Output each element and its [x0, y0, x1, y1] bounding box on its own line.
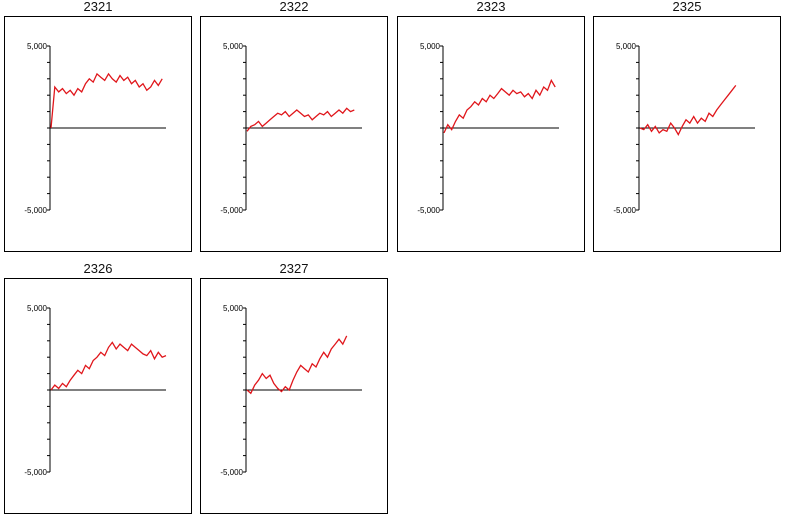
y-tick-label: -5,000	[220, 468, 243, 477]
y-tick-label: 5,000	[27, 304, 48, 313]
panel-2326: 2326 5,000 -5,000	[4, 261, 192, 514]
line-chart: 5,000 -5,000	[593, 16, 781, 252]
plot-frame	[200, 16, 388, 252]
line-chart: 5,000 -5,000	[4, 16, 192, 252]
chart-title: 2323	[476, 0, 506, 14]
plot-frame	[593, 16, 781, 252]
y-tick-label: 5,000	[420, 42, 441, 51]
chart-title: 2322	[279, 0, 309, 14]
y-tick-label: -5,000	[613, 206, 636, 215]
plot-frame	[4, 278, 192, 514]
y-tick-label: 5,000	[616, 42, 637, 51]
y-tick-label: 5,000	[27, 42, 48, 51]
line-chart: 5,000 -5,000	[200, 16, 388, 252]
chart-title: 2321	[83, 0, 113, 14]
y-tick-label: -5,000	[24, 206, 47, 215]
line-chart: 5,000 -5,000	[200, 278, 388, 514]
chart-title: 2325	[672, 0, 702, 14]
panel-2322: 2322 5,000 -5,000	[200, 0, 388, 252]
panel-2323: 2323 5,000 -5,000	[397, 0, 585, 252]
y-tick-label: 5,000	[223, 304, 244, 313]
y-tick-label: -5,000	[417, 206, 440, 215]
plot-frame	[200, 278, 388, 514]
series-line	[443, 78, 556, 134]
y-tick-label: -5,000	[220, 206, 243, 215]
plot-frame	[397, 16, 585, 252]
line-chart: 5,000 -5,000	[397, 16, 585, 252]
series-line	[50, 72, 163, 129]
series-line	[246, 335, 348, 395]
panel-2321: 2321 5,000 -5,000	[4, 0, 192, 252]
line-chart: 5,000 -5,000	[4, 278, 192, 514]
series-line	[246, 107, 355, 132]
plot-frame	[4, 16, 192, 252]
y-tick-label: 5,000	[223, 42, 244, 51]
chart-title: 2326	[83, 261, 113, 276]
y-tick-label: -5,000	[24, 468, 47, 477]
panel-2325: 2325 5,000 -5,000	[593, 0, 781, 252]
series-line	[50, 341, 167, 391]
series-line	[639, 85, 737, 136]
panel-2327: 2327 5,000 -5,000	[200, 261, 388, 514]
chart-title: 2327	[279, 261, 309, 276]
